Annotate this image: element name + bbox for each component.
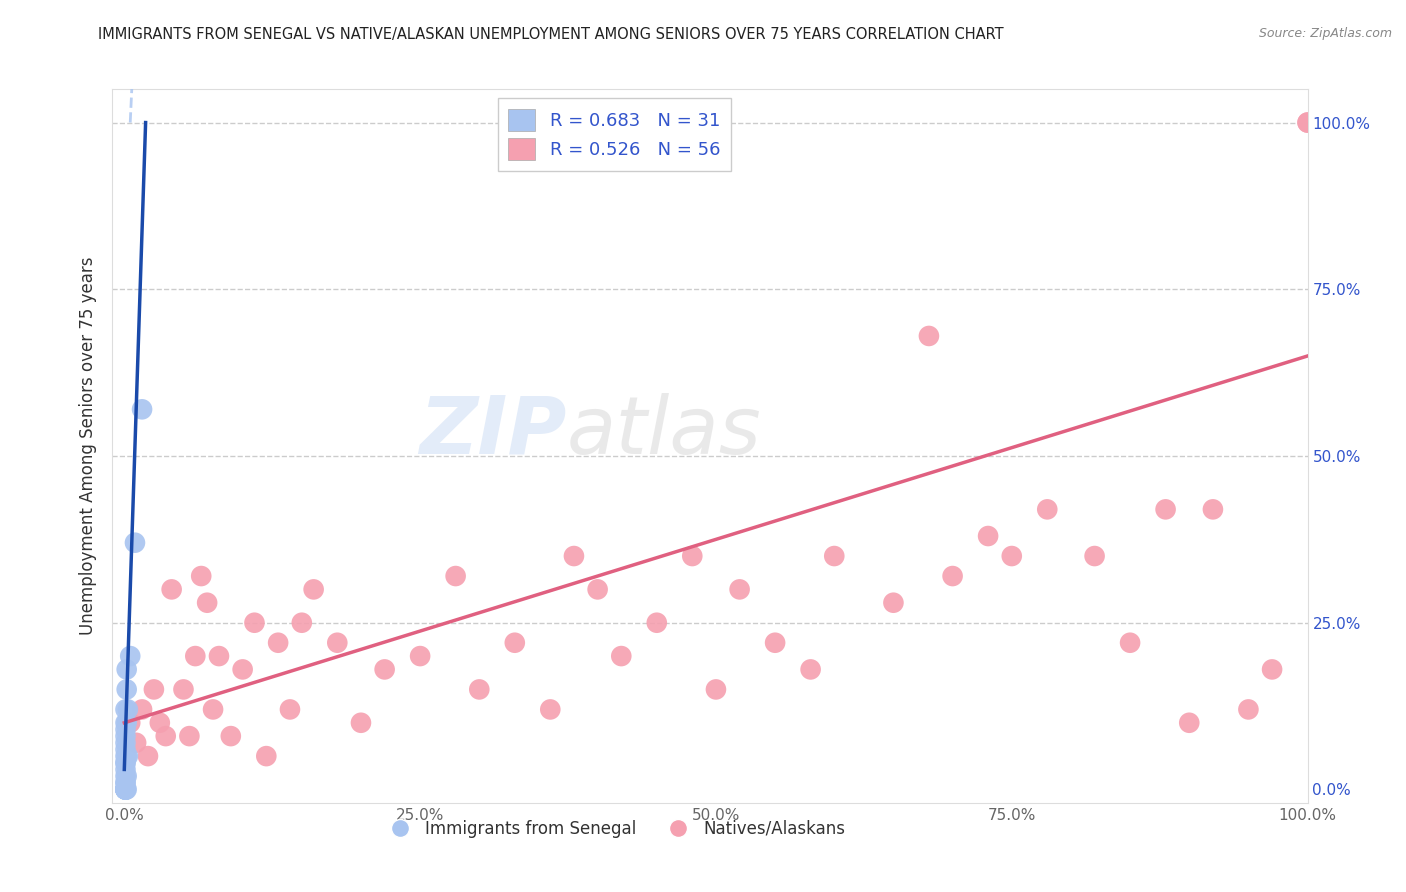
Point	[114, 723, 136, 737]
Point	[190, 569, 212, 583]
Point	[114, 736, 136, 750]
Point	[114, 782, 136, 797]
Point	[114, 715, 136, 730]
Point	[977, 529, 1000, 543]
Point	[117, 702, 139, 716]
Point	[1296, 115, 1319, 129]
Point	[131, 702, 153, 716]
Point	[1237, 702, 1260, 716]
Point	[503, 636, 526, 650]
Point	[114, 782, 136, 797]
Point	[114, 729, 136, 743]
Point	[468, 682, 491, 697]
Point	[115, 682, 138, 697]
Point	[1154, 502, 1177, 516]
Point	[1261, 662, 1284, 676]
Point	[302, 582, 325, 597]
Point	[444, 569, 467, 583]
Point	[114, 776, 136, 790]
Point	[763, 636, 786, 650]
Point	[115, 769, 138, 783]
Point	[115, 749, 138, 764]
Point	[115, 662, 138, 676]
Point	[114, 782, 136, 797]
Point	[125, 736, 148, 750]
Point	[586, 582, 609, 597]
Point	[562, 549, 585, 563]
Point	[184, 649, 207, 664]
Point	[117, 749, 139, 764]
Point	[114, 763, 136, 777]
Point	[131, 402, 153, 417]
Point	[610, 649, 633, 664]
Point	[120, 649, 142, 664]
Point	[1202, 502, 1225, 516]
Point	[115, 715, 138, 730]
Point	[114, 756, 136, 770]
Point	[120, 715, 142, 730]
Point	[1036, 502, 1059, 516]
Point	[326, 636, 349, 650]
Point	[136, 749, 159, 764]
Point	[114, 776, 136, 790]
Point	[124, 535, 146, 549]
Point	[882, 596, 904, 610]
Point	[172, 682, 194, 697]
Point	[645, 615, 668, 630]
Point	[114, 702, 136, 716]
Point	[160, 582, 183, 597]
Point	[278, 702, 301, 716]
Point	[728, 582, 751, 597]
Point	[538, 702, 561, 716]
Point	[823, 549, 845, 563]
Point	[1119, 636, 1142, 650]
Point	[267, 636, 290, 650]
Point	[942, 569, 965, 583]
Point	[114, 742, 136, 756]
Point	[114, 782, 136, 797]
Point	[243, 615, 266, 630]
Legend: Immigrants from Senegal, Natives/Alaskans: Immigrants from Senegal, Natives/Alaskan…	[377, 814, 852, 845]
Point	[114, 769, 136, 783]
Point	[149, 715, 172, 730]
Point	[179, 729, 201, 743]
Point	[219, 729, 242, 743]
Point	[142, 682, 165, 697]
Point	[114, 782, 136, 797]
Text: ZIP: ZIP	[419, 392, 567, 471]
Point	[115, 782, 138, 797]
Point	[291, 615, 314, 630]
Point	[918, 329, 941, 343]
Point	[232, 662, 254, 676]
Point	[114, 782, 136, 797]
Point	[195, 596, 218, 610]
Point	[155, 729, 177, 743]
Point	[114, 782, 136, 797]
Point	[681, 549, 703, 563]
Point	[1084, 549, 1107, 563]
Point	[350, 715, 373, 730]
Point	[409, 649, 432, 664]
Point	[114, 749, 136, 764]
Point	[1178, 715, 1201, 730]
Point	[208, 649, 231, 664]
Text: atlas: atlas	[567, 392, 762, 471]
Point	[114, 756, 136, 770]
Text: IMMIGRANTS FROM SENEGAL VS NATIVE/ALASKAN UNEMPLOYMENT AMONG SENIORS OVER 75 YEA: IMMIGRANTS FROM SENEGAL VS NATIVE/ALASKA…	[98, 27, 1004, 42]
Point	[254, 749, 277, 764]
Point	[1296, 115, 1319, 129]
Point	[1001, 549, 1024, 563]
Point	[800, 662, 823, 676]
Text: Source: ZipAtlas.com: Source: ZipAtlas.com	[1258, 27, 1392, 40]
Y-axis label: Unemployment Among Seniors over 75 years: Unemployment Among Seniors over 75 years	[79, 257, 97, 635]
Point	[202, 702, 225, 716]
Point	[704, 682, 727, 697]
Point	[374, 662, 396, 676]
